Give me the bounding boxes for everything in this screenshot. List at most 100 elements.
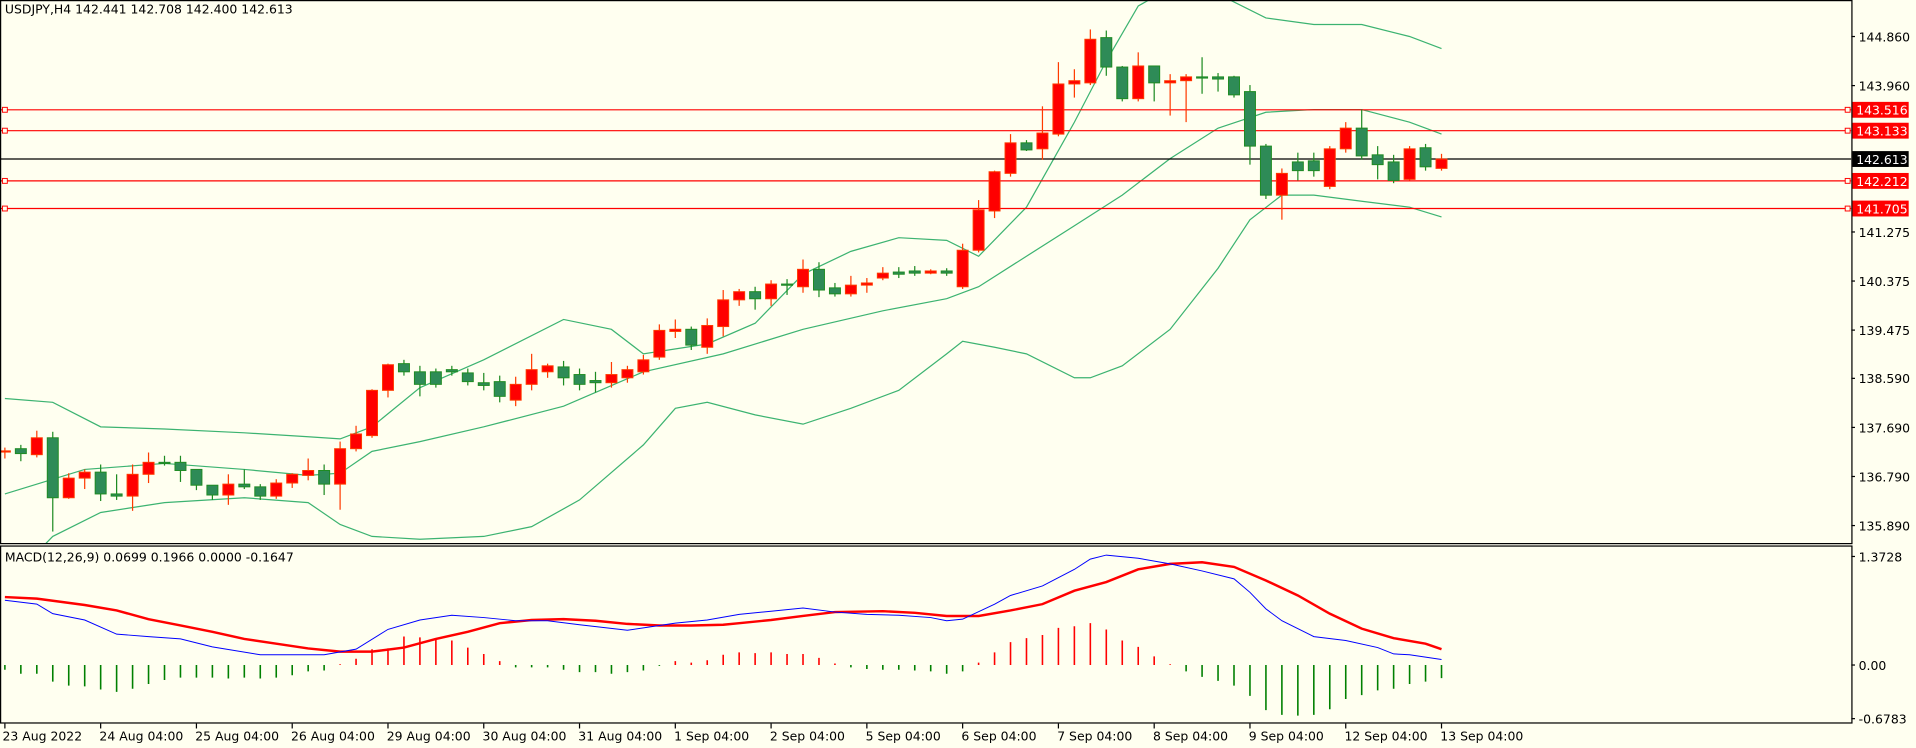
time-tick-label: 9 Sep 04:00 xyxy=(1249,729,1324,744)
candle-bearish xyxy=(318,464,331,496)
time-tick-label: 23 Aug 2022 xyxy=(2,729,82,744)
time-tick-label: 5 Sep 04:00 xyxy=(866,729,941,744)
candle-bullish xyxy=(988,170,1001,219)
candle-bullish xyxy=(142,452,155,484)
level-price-label: 143.133 xyxy=(1856,124,1907,139)
candle-body xyxy=(749,291,762,300)
level-price-label: 141.705 xyxy=(1856,201,1907,216)
candle-body xyxy=(972,209,985,251)
candle-body xyxy=(1084,38,1097,84)
candle-bearish xyxy=(14,444,27,462)
candle-bullish xyxy=(222,474,235,505)
candle-body xyxy=(350,433,363,450)
price-panel-border xyxy=(0,0,1853,545)
candle-body xyxy=(1212,76,1225,80)
candle-bearish xyxy=(174,455,187,482)
price-tick-label: 139.475 xyxy=(1859,323,1910,338)
candle-bearish xyxy=(1148,65,1161,102)
candle-bearish xyxy=(1020,140,1033,152)
candle-body xyxy=(797,268,809,288)
candle-bullish xyxy=(860,278,873,293)
candle-body xyxy=(1052,83,1065,135)
candle-bullish xyxy=(126,464,139,511)
candle-body xyxy=(254,486,267,497)
level-price-label-bg xyxy=(1852,101,1909,118)
candle-body xyxy=(637,359,650,373)
candle-bullish xyxy=(30,430,43,458)
candle-bullish xyxy=(350,425,363,452)
candle-bullish xyxy=(1323,146,1336,190)
candle-bearish xyxy=(461,368,474,386)
candle-body xyxy=(46,437,59,499)
symbol-header: USDJPY,H4 142.441 142.708 142.400 142.61… xyxy=(5,1,293,16)
candle-body xyxy=(1419,147,1432,168)
candle-bearish xyxy=(94,464,107,502)
candle-bullish xyxy=(270,479,283,499)
candle-bullish xyxy=(876,267,889,281)
candle-body xyxy=(0,450,11,453)
candle-bullish xyxy=(653,324,666,360)
candle-body xyxy=(1180,76,1193,82)
candle-body xyxy=(1355,127,1368,157)
candle-body xyxy=(1004,142,1017,174)
candle-body xyxy=(302,470,315,476)
candle-body xyxy=(828,287,841,295)
candle-bullish xyxy=(972,200,985,253)
candle-body xyxy=(429,371,442,385)
level-handle-right xyxy=(1844,106,1851,113)
candle-body xyxy=(509,383,522,401)
candle-body xyxy=(525,369,538,385)
candle-bullish xyxy=(733,288,746,306)
candle-bearish xyxy=(1116,65,1129,102)
candle-bearish xyxy=(749,286,762,310)
candle-bullish xyxy=(366,389,379,438)
candle-body xyxy=(557,366,570,379)
candle-body xyxy=(956,249,969,288)
candle-bullish xyxy=(701,318,714,354)
price-tick-label: 135.890 xyxy=(1859,518,1911,533)
candle-body xyxy=(413,371,426,385)
candle-body xyxy=(1036,132,1049,150)
candle-body xyxy=(1164,80,1177,84)
candle-body xyxy=(382,364,394,391)
time-tick-label: 26 Aug 04:00 xyxy=(291,729,375,744)
macd-panel[interactable] xyxy=(4,554,1443,716)
level-handle-right xyxy=(1844,177,1851,184)
candle-body xyxy=(605,374,618,384)
candle-body xyxy=(318,470,331,485)
candle-bullish xyxy=(1180,74,1193,123)
price-tick-label: 143.960 xyxy=(1859,78,1911,93)
candle-bearish xyxy=(1291,152,1304,181)
candle-bullish xyxy=(62,473,75,499)
price-panel[interactable] xyxy=(0,0,1852,585)
time-tick-label: 2 Sep 04:00 xyxy=(770,729,845,744)
candle-bearish xyxy=(908,266,921,276)
candle-body xyxy=(142,461,155,475)
candle-body xyxy=(94,471,107,495)
candle-bearish xyxy=(1196,57,1209,94)
time-tick-label: 8 Sep 04:00 xyxy=(1153,729,1228,744)
candle-body xyxy=(1275,172,1288,196)
candle-body xyxy=(541,365,554,373)
candle-body xyxy=(174,461,187,471)
candle-bearish xyxy=(1100,30,1113,76)
candle-bearish xyxy=(445,365,458,376)
candle-bullish xyxy=(541,363,554,378)
candle-body xyxy=(733,291,746,301)
time-tick-label: 12 Sep 04:00 xyxy=(1345,729,1428,744)
level-price-label-bg xyxy=(1852,122,1909,139)
candle-body xyxy=(1403,148,1416,180)
candle-bearish xyxy=(413,365,426,397)
candle-bearish xyxy=(781,279,794,295)
candle-body xyxy=(286,473,299,484)
candle-bullish xyxy=(1435,153,1448,171)
level-price-label-bg xyxy=(1852,200,1909,217)
macd-tick-label: 0.00 xyxy=(1859,658,1887,673)
price-tick-label: 140.375 xyxy=(1859,274,1910,289)
candle-body xyxy=(844,284,857,295)
level-price-label: 143.516 xyxy=(1856,103,1908,118)
candle-body xyxy=(78,471,91,479)
candle-bearish xyxy=(1259,143,1272,199)
candle-body xyxy=(397,363,410,373)
